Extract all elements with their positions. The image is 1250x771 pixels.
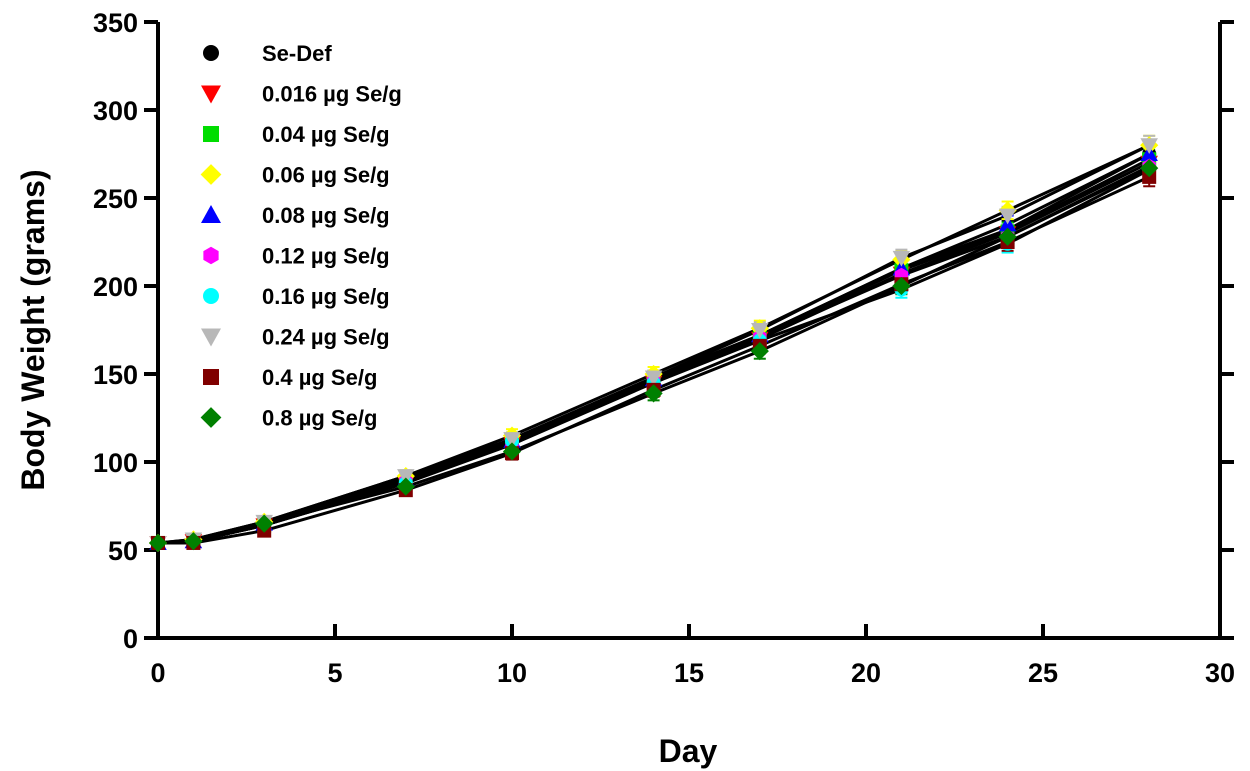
legend-label: Se-Def <box>262 41 332 66</box>
data-point <box>184 532 203 551</box>
y-tick-label: 50 <box>108 536 138 566</box>
legend-label: 0.8 µg Se/g <box>262 406 377 431</box>
legend-marker <box>203 288 219 304</box>
legend-marker <box>203 45 219 61</box>
data-point <box>892 276 911 296</box>
legend-marker <box>203 246 219 265</box>
legend-label: 0.4 µg Se/g <box>262 365 377 390</box>
x-tick-label: 5 <box>327 658 342 688</box>
legend-label: 0.16 µg Se/g <box>262 284 390 309</box>
y-tick-label: 100 <box>93 448 138 478</box>
data-point <box>502 442 522 461</box>
x-tick-label: 15 <box>674 658 704 688</box>
legend-marker <box>203 369 219 385</box>
data-point <box>644 370 663 387</box>
legend-marker <box>200 164 222 185</box>
data-point <box>1140 138 1158 154</box>
legend-label: 0.08 µg Se/g <box>262 203 390 228</box>
data-point <box>503 432 521 448</box>
data-point <box>1140 158 1159 178</box>
x-axis-title: Day <box>659 733 718 769</box>
y-tick-label: 200 <box>93 272 138 302</box>
y-tick-label: 0 <box>123 624 138 654</box>
x-tick-label: 0 <box>150 658 165 688</box>
y-tick-label: 250 <box>93 184 138 214</box>
x-tick-labels: 0 5 10 15 20 25 30 <box>150 658 1235 688</box>
data-point <box>998 208 1017 225</box>
y-tick-labels: 0 50 100 150 200 250 300 350 <box>93 8 138 654</box>
series-lines <box>157 143 1150 545</box>
y-tick-label: 300 <box>93 96 138 126</box>
legend-label: 0.12 µg Se/g <box>262 244 390 269</box>
legend: Se-Def 0.016 µg Se/g 0.04 µg Se/g 0.06 µg S… <box>200 41 402 431</box>
legend-marker <box>201 205 221 223</box>
data-point <box>644 384 663 403</box>
data-point <box>255 514 274 533</box>
legend-label: 0.016 µg Se/g <box>262 82 402 107</box>
x-tick-label: 20 <box>851 658 881 688</box>
x-tick-label: 25 <box>1028 658 1058 688</box>
y-axis-title: Body Weight (grams) <box>15 169 51 490</box>
legend-marker <box>200 407 222 428</box>
x-tick-label: 10 <box>497 658 527 688</box>
data-point <box>396 477 415 496</box>
data-point <box>397 469 415 485</box>
y-tick-label: 150 <box>93 360 138 390</box>
legend-marker <box>203 126 219 142</box>
legend-label: 0.04 µg Se/g <box>262 122 390 147</box>
data-point <box>750 342 769 361</box>
data-markers <box>148 136 1159 553</box>
legend-label: 0.06 µg Se/g <box>262 163 390 188</box>
data-point <box>751 323 769 339</box>
data-point <box>998 227 1017 246</box>
x-tick-label: 30 <box>1205 658 1235 688</box>
legend-label: 0.24 µg Se/g <box>262 325 390 350</box>
legend-marker <box>201 328 221 347</box>
series-line-9 <box>157 166 1150 545</box>
series-line-7 <box>157 143 1150 545</box>
data-point <box>892 250 911 267</box>
legend-marker <box>201 85 221 104</box>
data-point <box>148 533 168 553</box>
y-tick-label: 350 <box>93 8 138 38</box>
